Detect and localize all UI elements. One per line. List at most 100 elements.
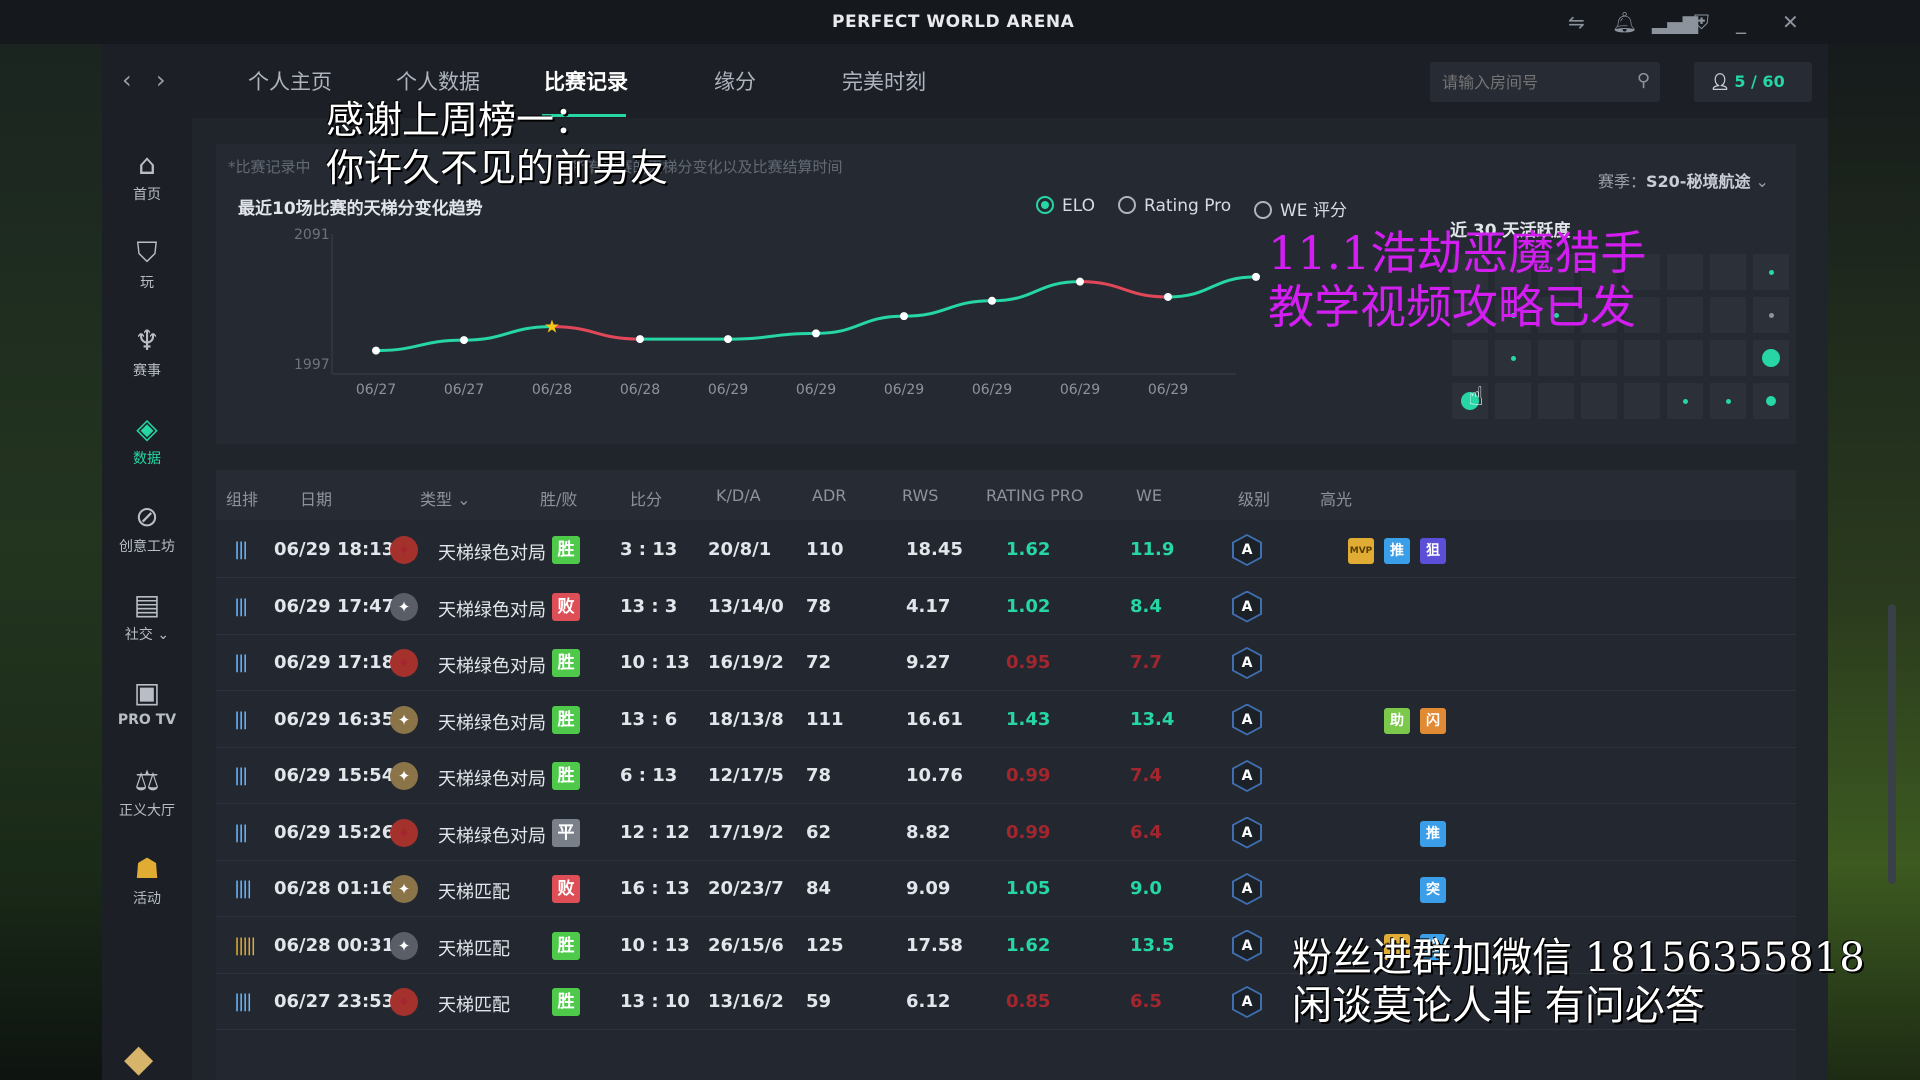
trend-point[interactable]: [812, 329, 820, 338]
trend-segment: [1079, 280, 1169, 299]
row-kda: 18/13/8: [708, 708, 784, 730]
activity-grid: [1452, 254, 1792, 434]
top-nav: ‹ › 个人主页 个人数据 比赛记录 缘分 完美时刻 ⚲ 👤︎5 / 60: [102, 44, 1828, 118]
search-icon[interactable]: ⚲: [1636, 70, 1650, 91]
bell-icon[interactable]: 🔔︎: [1612, 10, 1638, 34]
col-type[interactable]: 类型 ⌄: [420, 490, 471, 509]
grade-badge: A: [1232, 986, 1262, 1018]
player-count[interactable]: 👤︎ 5 / 60: [1694, 62, 1812, 102]
sidebar-item-data[interactable]: ◈ 数据: [102, 412, 192, 468]
trend-point[interactable]: [900, 312, 908, 321]
row-kda: 20/8/1: [708, 539, 772, 560]
radio-dot: [1118, 196, 1136, 214]
stream-overlay-contact: 粉丝进群加微信 18156355818 闲谈莫论人非 有问必答: [1292, 935, 1865, 1029]
close-icon[interactable]: ✕: [1782, 10, 1799, 34]
x-tick-label: 06/29: [1060, 382, 1100, 398]
row-score: 10 : 13: [620, 652, 690, 673]
row-type: 天梯匹配: [438, 882, 510, 903]
team-size-icon: ||||: [234, 878, 252, 899]
sidebar-item-play[interactable]: ⛉ 玩: [102, 236, 192, 292]
minimize-icon[interactable]: _: [1736, 10, 1746, 34]
season-selector[interactable]: 赛季：S20-秘境航途 ⌄: [1598, 172, 1769, 191]
radio-elo[interactable]: ELO: [1036, 196, 1095, 216]
col-date: 日期: [300, 490, 333, 509]
sidebar-item-social[interactable]: ▤ 社交 ⌄: [102, 588, 192, 644]
swap-icon[interactable]: ⇋: [1568, 10, 1585, 34]
tab-perfect-moments[interactable]: 完美时刻: [842, 70, 926, 94]
sidebar-item-home[interactable]: ⌂ 首页: [102, 148, 192, 204]
activity-cell: [1452, 297, 1488, 333]
activity-cell: [1581, 340, 1617, 376]
table-row[interactable]: ||||| 06/28 00:31 ✦ 天梯匹配 胜 10 : 13 26/15/6 125 1…: [216, 918, 1796, 974]
trend-segment: [991, 280, 1081, 303]
shield-check-icon[interactable]: ⛨: [1694, 10, 1709, 34]
row-rating-pro: 1.43: [1006, 708, 1051, 730]
activity-cell: [1753, 340, 1789, 376]
radio-dot: [1254, 201, 1272, 219]
sidebar-item-justice-hall[interactable]: ⚖ 正义大厅: [102, 764, 192, 820]
trend-point[interactable]: [1252, 272, 1260, 281]
table-row[interactable]: ||| 06/29 15:26 ✦ 天梯绿色对局平 12 : 12 17/19/2 62 8.…: [216, 805, 1796, 861]
tab-personal-data[interactable]: 个人数据: [396, 70, 480, 94]
row-we: 7.7: [1130, 652, 1162, 673]
row-we: 9.0: [1130, 878, 1162, 899]
trend-point[interactable]: [636, 335, 644, 344]
radio-rating-pro[interactable]: Rating Pro: [1118, 196, 1231, 216]
trend-point[interactable]: [460, 336, 468, 345]
table-row[interactable]: ||| 06/29 17:18 ✦ 天梯绿色对局胜 10 : 13 16/19/2 72 9.…: [216, 635, 1796, 691]
x-tick-label: 06/27: [444, 382, 484, 398]
row-kda: 20/23/7: [708, 878, 784, 899]
team-size-icon: |||: [234, 765, 248, 786]
highlight-badge: 突: [1420, 877, 1446, 903]
trend-point[interactable]: [724, 335, 732, 344]
back-arrow-icon[interactable]: ‹: [122, 66, 132, 94]
table-row[interactable]: ||| 06/29 15:54 ✦ 天梯绿色对局胜 6 : 13 12/17/5 78 10.…: [216, 748, 1796, 804]
row-rws: 17.58: [906, 934, 963, 956]
trend-point[interactable]: [1076, 277, 1084, 286]
col-we: WE: [1136, 486, 1162, 505]
radio-we-score[interactable]: WE 评分: [1254, 196, 1347, 221]
row-type: 天梯绿色对局: [438, 712, 546, 734]
row-rws: 10.76: [906, 765, 963, 786]
sidebar-item-event[interactable]: ☗ 活动: [102, 852, 192, 908]
sidebar-item-pro-tv[interactable]: ▣ PRO TV: [102, 676, 192, 728]
row-date: 06/29 17:47: [274, 595, 395, 617]
table-row[interactable]: |||| 06/28 01:16 ✦ 天梯匹配 败 16 : 13 20/23/7 84 9.0…: [216, 861, 1796, 917]
row-type: 天梯绿色对局: [438, 543, 546, 564]
table-scrollbar[interactable]: [1888, 604, 1896, 884]
activity-cell: [1452, 254, 1488, 290]
activity-cell: [1624, 340, 1660, 376]
room-search-input[interactable]: [1442, 70, 1622, 94]
table-row[interactable]: |||| 06/27 23:53 ✦ 天梯匹配 胜 13 : 10 13/16/2 59 6.1…: [216, 974, 1796, 1030]
sidebar-item-label: 活动: [133, 891, 161, 907]
tab-home[interactable]: 个人主页: [248, 70, 332, 94]
forward-arrow-icon[interactable]: ›: [156, 66, 166, 94]
col-adr: ADR: [812, 486, 847, 505]
table-row[interactable]: ||| 06/29 16:35 ✦ 天梯绿色对局胜 13 : 6 18/13/8 111 16…: [216, 692, 1796, 748]
row-rating-pro: 1.02: [1006, 595, 1051, 617]
gem-icon[interactable]: ◆: [124, 1036, 154, 1080]
trend-point[interactable]: [1164, 292, 1172, 301]
justice-scale-icon: ⚖: [134, 764, 160, 797]
sidebar: ⌂ 首页 ⛉ 玩 ♆ 赛事 ◈ 数据 ⊘ 创意工坊 ▤ 社交 ⌄ ▣ PRO T…: [102, 118, 192, 1080]
sidebar-item-events[interactable]: ♆ 赛事: [102, 324, 192, 380]
radio-dot: [1036, 196, 1054, 214]
match-table: 组排 日期 类型 ⌄ 胜/败 比分 K/D/A ADR RWS RATING P…: [216, 470, 1796, 1080]
sidebar-item-label: 正义大厅: [119, 803, 175, 819]
highlight-badge: 推: [1420, 820, 1446, 847]
col-rating-pro: RATING PRO: [986, 486, 1084, 505]
trend-point[interactable]: [372, 346, 380, 355]
trend-point[interactable]: [988, 296, 996, 305]
tab-match-records[interactable]: 比赛记录: [544, 70, 628, 94]
player-count-value: 5 / 60: [1734, 72, 1785, 91]
home-icon: ⌂: [138, 148, 156, 181]
table-row[interactable]: ||| 06/29 17:47 ✦ 天梯绿色对局败 13 : 3 13/14/0 78 4.1…: [216, 579, 1796, 635]
table-row[interactable]: ||| 06/29 18:13 ✦ 天梯绿色对局胜 3 : 13 20/8/1 110 18.…: [216, 522, 1796, 578]
person-icon: 👤︎: [1710, 72, 1731, 91]
grade-badge: A: [1232, 534, 1262, 566]
best-match-star-icon[interactable]: ★: [544, 317, 560, 338]
activity-dot: [1768, 269, 1774, 275]
sidebar-item-workshop[interactable]: ⊘ 创意工坊: [102, 500, 192, 556]
tab-fate[interactable]: 缘分: [714, 70, 756, 94]
row-type: 天梯绿色对局: [438, 825, 546, 847]
